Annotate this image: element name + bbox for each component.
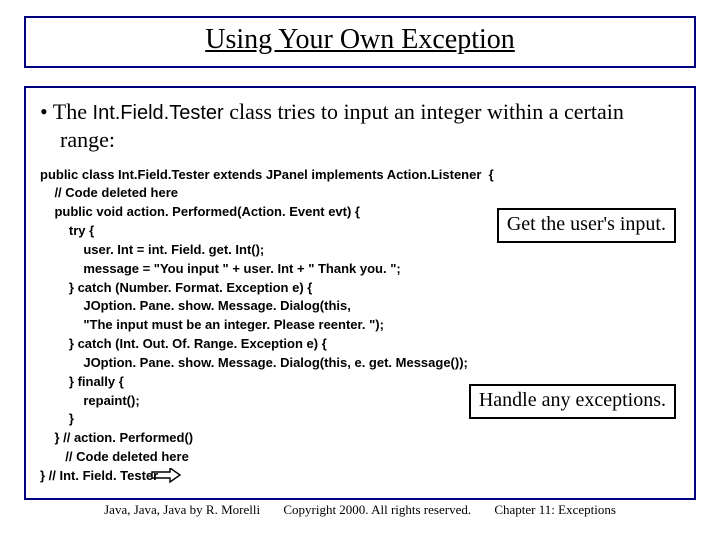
bullet-paragraph: • The Int.Field.Tester class tries to in… <box>40 98 680 154</box>
content-box: • The Int.Field.Tester class tries to in… <box>24 86 696 500</box>
footer-copyright: Copyright 2000. All rights reserved. <box>283 502 471 518</box>
slide: Using Your Own Exception • The Int.Field… <box>0 0 720 540</box>
slide-title: Using Your Own Exception <box>38 24 682 56</box>
callout-get-input: Get the user's input. <box>497 208 676 243</box>
bullet-code-name: Int.Field.Tester <box>93 102 224 124</box>
footer-chapter: Chapter 11: Exceptions <box>494 502 616 518</box>
title-box: Using Your Own Exception <box>24 16 696 68</box>
footer-author: Java, Java, Java by R. Morelli <box>104 502 260 518</box>
callout-handle-exceptions: Handle any exceptions. <box>469 384 676 419</box>
footer: Java, Java, Java by R. Morelli Copyright… <box>0 502 720 518</box>
bullet-text-prefix: • The <box>40 99 93 124</box>
